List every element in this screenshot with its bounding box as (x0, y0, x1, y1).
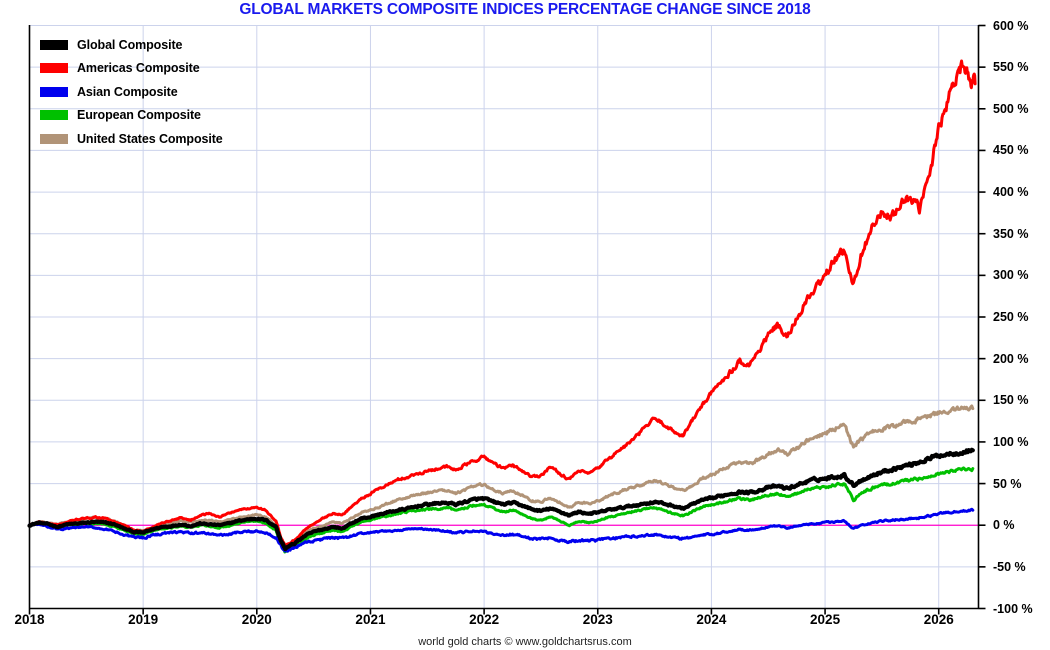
legend-swatch-icon (40, 63, 68, 74)
chart-legend: Global Composite Americas Composite Asian … (40, 33, 223, 151)
x-axis-tick-label: 2024 (696, 612, 727, 627)
legend-item-label: Asian Composite (77, 84, 178, 99)
x-axis-tick-label: 2022 (469, 612, 500, 627)
legend-item-1[interactable]: Americas Composite (40, 57, 223, 81)
y-axis-tick-label: 150 % (993, 393, 1029, 408)
y-axis-tick-label: 550 % (993, 60, 1029, 75)
y-axis-tick-label: -100 % (993, 601, 1033, 616)
legend-item-2[interactable]: Asian Composite (40, 80, 223, 104)
y-axis-tick-label: 0 % (993, 518, 1015, 533)
legend-item-3[interactable]: European Composite (40, 104, 223, 128)
y-axis-tick-label: 200 % (993, 351, 1029, 366)
x-axis-tick-label: 2019 (128, 612, 159, 627)
y-axis-tick-label: 600 % (993, 18, 1029, 33)
y-axis-tick-label: 250 % (993, 310, 1029, 324)
legend-item-4[interactable]: United States Composite (40, 127, 223, 151)
page-title: GLOBAL MARKETS COMPOSITE INDICES PERCENT… (239, 1, 811, 18)
y-axis-tick-label: 500 % (993, 101, 1029, 116)
footer-attribution: world gold charts © www.goldchartsrus.co… (418, 636, 632, 648)
y-axis-tick-label: 300 % (993, 268, 1029, 283)
legend-item-label: United States Composite (77, 131, 223, 146)
x-axis-tick-label: 2018 (14, 612, 45, 627)
legend-item-label: European Composite (77, 108, 201, 123)
legend-item-label: Americas Composite (77, 61, 200, 76)
y-axis-tick-label: 400 % (993, 185, 1029, 200)
legend-swatch-icon (40, 86, 68, 97)
y-axis-tick-label: 450 % (993, 143, 1029, 158)
x-axis-tick-label: 2021 (355, 612, 386, 627)
legend-swatch-icon (40, 133, 68, 144)
x-axis-tick-label: 2023 (582, 612, 613, 627)
y-axis-tick-label: 50 % (993, 476, 1022, 491)
x-axis-tick-label: 2025 (810, 612, 841, 627)
legend-swatch-icon (40, 39, 68, 50)
y-axis-tick-label: 100 % (993, 434, 1029, 449)
y-axis-tick-label: 350 % (993, 226, 1029, 241)
legend-item-0[interactable]: Global Composite (40, 33, 223, 57)
x-axis-tick-label: 2026 (923, 612, 954, 627)
legend-item-label: Global Composite (77, 37, 183, 52)
y-axis-tick-label: -50 % (993, 559, 1026, 574)
x-axis-tick-label: 2020 (241, 612, 272, 627)
legend-swatch-icon (40, 110, 68, 121)
